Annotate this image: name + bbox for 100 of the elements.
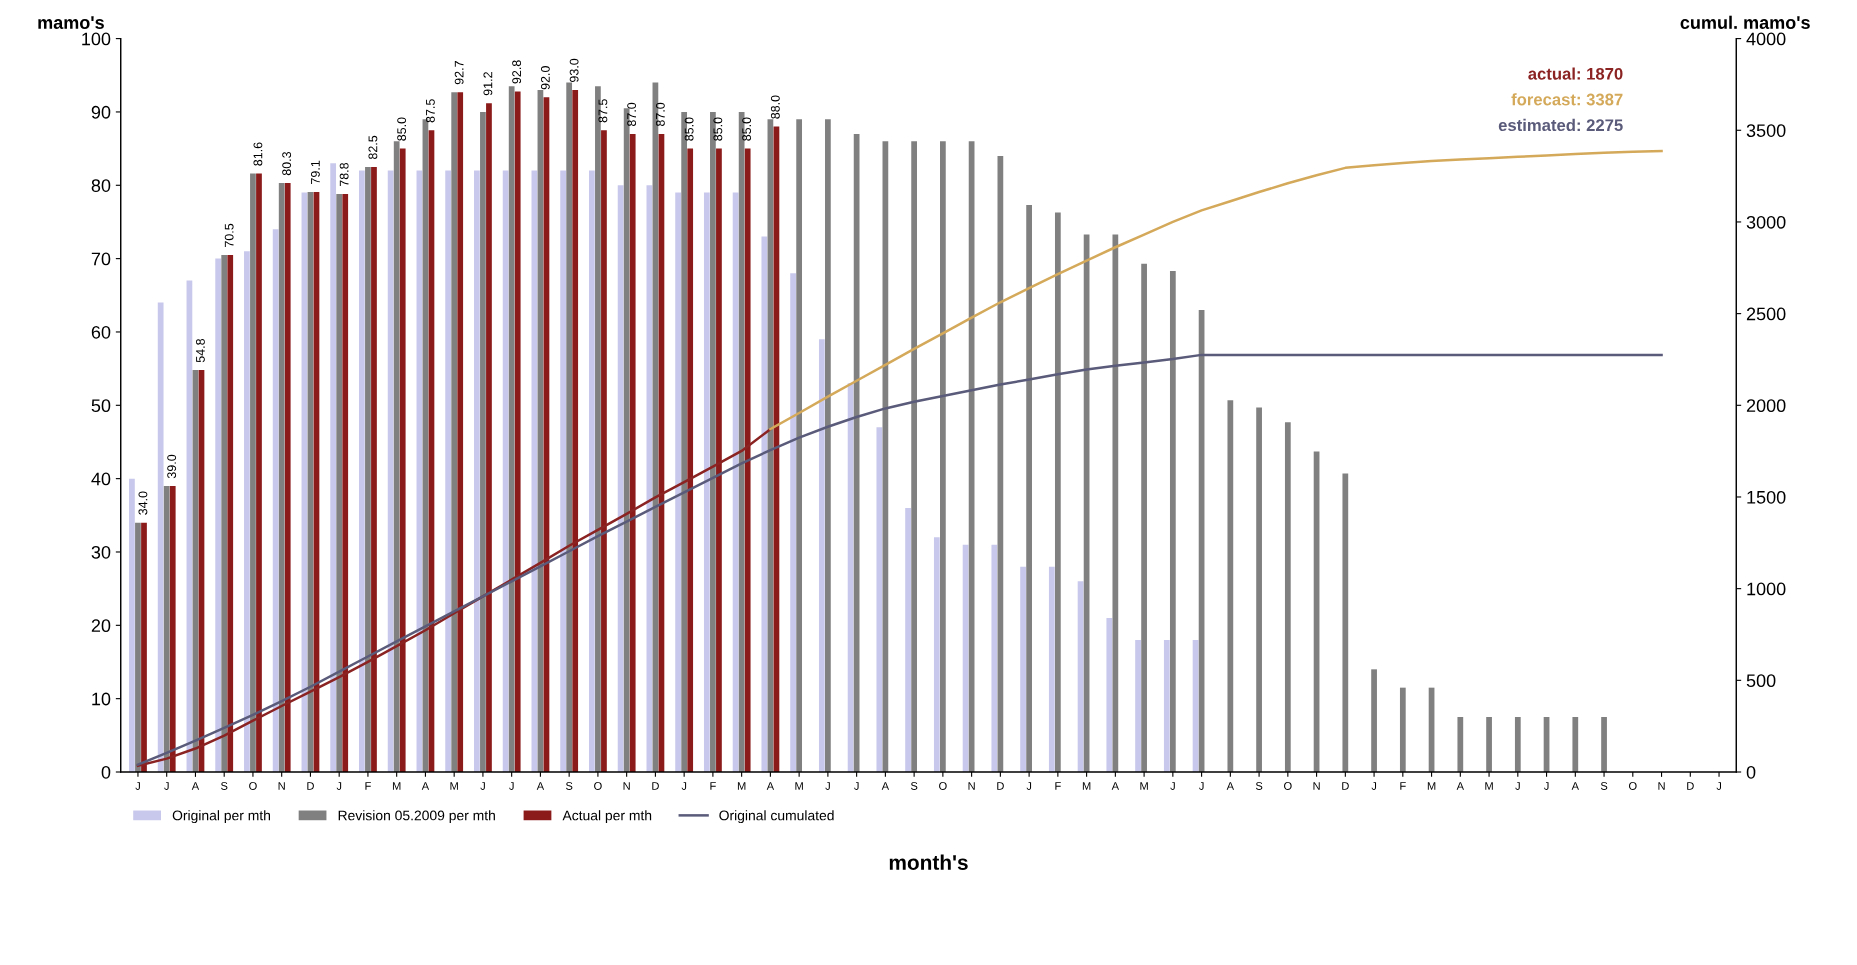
x-tick-label: N <box>1658 782 1665 790</box>
x-tick-label: S <box>220 782 228 790</box>
bar <box>675 192 681 772</box>
y2-tick-label: 1000 <box>1747 582 1786 596</box>
legend-label: Revision 05.2009 per mth <box>338 810 495 824</box>
bar <box>796 119 803 772</box>
bar <box>646 185 653 772</box>
y2-tick-label: 500 <box>1746 674 1776 688</box>
x-tick-label: J <box>336 782 342 790</box>
x-tick-label: A <box>536 782 545 790</box>
y2-tick-label: 3500 <box>1746 124 1786 137</box>
bar <box>272 229 279 772</box>
bar <box>1572 717 1579 772</box>
data-label: 87.0 <box>655 102 665 127</box>
x-tick-label: J <box>164 782 169 790</box>
x-tick-label: A <box>191 782 200 790</box>
y-tick-label: 40 <box>91 472 111 486</box>
data-label: 85.0 <box>713 117 723 141</box>
x-tick-label: J <box>1026 782 1032 790</box>
bar <box>1048 566 1055 772</box>
data-label: 82.5 <box>368 135 378 160</box>
x-tick-label: J <box>1716 782 1721 790</box>
bar <box>940 141 946 772</box>
y-tick-label: 0 <box>101 765 111 779</box>
x-tick-label: N <box>1313 782 1320 790</box>
x-tick-label: S <box>1600 782 1608 790</box>
y-tick-label: 20 <box>91 619 111 633</box>
bar <box>876 427 883 772</box>
bar <box>244 251 250 772</box>
legend-label: Original cumulated <box>719 810 834 824</box>
x-tick-label: D <box>1342 782 1349 790</box>
x-tick-label: M <box>795 782 803 790</box>
x-tick-label: S <box>1255 782 1263 790</box>
x-tick-label: M <box>1485 782 1493 790</box>
bar <box>790 273 796 772</box>
data-label: 39.0 <box>167 454 177 479</box>
data-label: 70.5 <box>224 223 234 247</box>
x-tick-label: M <box>392 782 401 790</box>
bar <box>911 141 917 772</box>
annotation: actual: 1870 <box>1528 67 1623 80</box>
bar <box>1601 717 1607 772</box>
data-label: 81.6 <box>253 142 263 166</box>
line-series <box>769 149 1663 431</box>
bar <box>1106 617 1113 772</box>
bar <box>1342 473 1349 772</box>
bar <box>761 236 768 772</box>
x-tick-label: A <box>1111 782 1120 790</box>
bar <box>1457 717 1464 772</box>
y-tick-label: 90 <box>91 105 111 119</box>
x-tick-label: M <box>1140 782 1148 790</box>
x-tick-label: J <box>1371 782 1377 790</box>
legend-label: Original per mth <box>172 810 270 824</box>
bar <box>163 485 170 772</box>
data-label: 92.7 <box>454 61 464 85</box>
bar <box>445 170 452 772</box>
x-tick-label: J <box>509 782 514 790</box>
bar <box>365 166 371 772</box>
x-tick-label: D <box>997 782 1004 790</box>
x-tick-label: D <box>1687 782 1694 790</box>
x-tick-label: A <box>1456 782 1465 790</box>
bar <box>135 522 141 772</box>
y-tick-label: 70 <box>91 252 111 266</box>
y-tick-label: 30 <box>91 545 111 559</box>
bar <box>359 170 365 772</box>
x-tick-label: J <box>135 782 140 790</box>
bar <box>703 192 710 772</box>
bar <box>387 170 394 772</box>
bar <box>221 254 228 772</box>
bar <box>818 339 825 772</box>
x-tick-label: M <box>1082 782 1091 790</box>
bar <box>278 183 285 772</box>
y2-tick-label: 1500 <box>1747 490 1786 504</box>
bar <box>1227 400 1234 772</box>
x-tick-label: A <box>881 782 890 790</box>
x-axis-title: month's <box>889 854 968 870</box>
bar <box>1141 263 1147 772</box>
x-tick-label: J <box>825 782 830 790</box>
bar <box>480 111 486 772</box>
data-label: 92.0 <box>540 66 550 90</box>
data-label: 85.0 <box>684 117 694 141</box>
data-label: 85.0 <box>397 117 407 141</box>
data-label: 87.5 <box>598 99 608 123</box>
bar <box>991 544 998 772</box>
x-tick-label: J <box>1170 782 1175 790</box>
x-tick-label: S <box>565 782 573 790</box>
x-tick-label: N <box>278 782 285 790</box>
bar <box>825 119 831 772</box>
bar <box>330 163 337 772</box>
x-tick-label: O <box>249 782 257 790</box>
bar <box>1054 212 1061 772</box>
bar <box>853 133 860 772</box>
y2-tick-label: 2000 <box>1746 399 1786 413</box>
bar <box>933 537 940 772</box>
bar <box>215 258 222 772</box>
y-axis-title: mamo's <box>38 16 104 29</box>
bar <box>336 194 343 772</box>
bar <box>1371 669 1377 772</box>
bar <box>997 155 1004 772</box>
bar <box>1399 687 1406 772</box>
legend-label: Actual per mth <box>562 810 652 824</box>
